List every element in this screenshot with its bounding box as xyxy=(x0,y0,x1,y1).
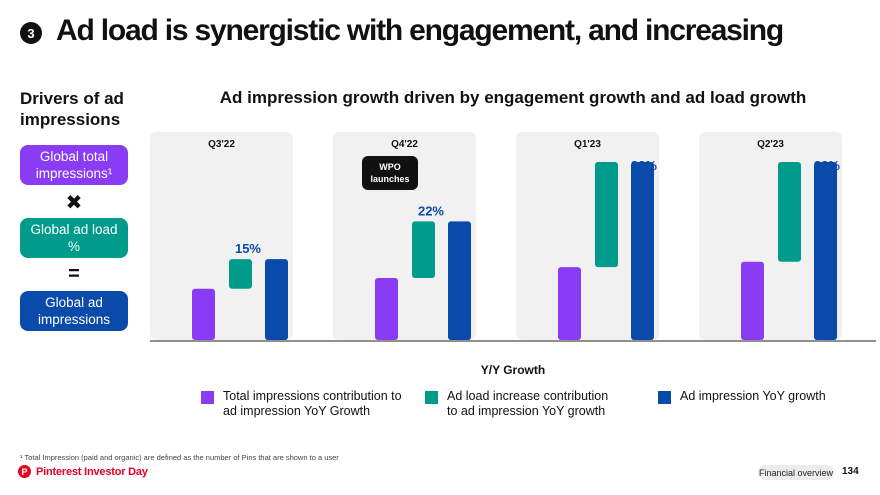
data-label: 22% xyxy=(418,203,444,218)
driver-ad-impressions-label: Global ad impressions xyxy=(37,295,111,327)
data-label: 15% xyxy=(235,241,261,256)
legend-text-line: Ad load increase contribution xyxy=(447,389,609,403)
section-number-badge: 3 xyxy=(20,22,42,44)
legend-swatch-teal xyxy=(425,391,438,404)
wpo-annotation-line: WPO xyxy=(379,162,401,172)
bar-total-impressions xyxy=(741,261,764,340)
bar-ad-load xyxy=(229,259,252,289)
chart-panel xyxy=(333,132,476,340)
category-label: Q1'23 xyxy=(574,139,601,150)
multiply-icon: ✖ xyxy=(65,192,83,214)
bar-ad-impression-growth xyxy=(265,259,288,340)
legend-text-line: to ad impression YoY growth xyxy=(447,404,606,418)
legend-text-line: ad impression YoY Growth xyxy=(223,404,371,418)
driver-ad-impressions: Global ad impressions xyxy=(20,291,128,331)
x-axis-label: Y/Y Growth xyxy=(480,363,546,377)
driver-ad-load: Global ad load % xyxy=(20,218,128,258)
bar-ad-impression-growth xyxy=(448,221,471,340)
legend-swatch-blue xyxy=(658,391,671,404)
bar-ad-impression-growth xyxy=(814,161,837,340)
drivers-heading: Drivers of ad impressions xyxy=(20,89,124,129)
wpo-annotation-line: launches xyxy=(370,174,409,184)
data-label: 33% xyxy=(631,158,657,173)
legend-item-total-impressions: Total impressions contribution to ad impr… xyxy=(201,389,421,419)
category-label: Q3'22 xyxy=(208,139,235,150)
bar-ad-impression-growth xyxy=(631,161,654,340)
bar-ad-load xyxy=(595,161,618,268)
legend-text-line: Ad impression YoY growth xyxy=(680,389,826,403)
wpo-annotation-box xyxy=(362,156,418,190)
chart-title: Ad impression growth driven by engagemen… xyxy=(219,88,807,107)
category-label: Q4'22 xyxy=(391,139,418,150)
bar-ad-load xyxy=(412,221,435,278)
legend-item-ad-load: Ad load increase contribution to ad impre… xyxy=(425,389,645,419)
bar-total-impressions xyxy=(375,277,398,340)
footer-section-pill: Financial overview xyxy=(758,465,834,480)
page-number: 134 xyxy=(842,466,859,477)
chart-panel xyxy=(150,132,293,340)
driver-total-impressions-label: Global total impressions¹ xyxy=(35,149,113,181)
category-label: Q2'23 xyxy=(757,139,784,150)
legend-item-ad-impression-growth: Ad impression YoY growth xyxy=(658,389,858,404)
legend-text-line: Total impressions contribution to xyxy=(223,389,402,403)
chart-panel xyxy=(699,132,842,340)
equals-icon: = xyxy=(68,263,80,285)
bar-ad-load xyxy=(778,161,801,262)
footer-brand: P Pinterest Investor Day xyxy=(18,465,148,478)
chart-panel xyxy=(516,132,659,340)
bar-total-impressions xyxy=(558,267,581,340)
page-title: Ad load is synergistic with engagement, … xyxy=(56,14,784,47)
driver-ad-load-label: Global ad load % xyxy=(30,222,118,254)
driver-total-impressions: Global total impressions¹ xyxy=(20,145,128,185)
brand-name: Pinterest Investor Day xyxy=(36,465,148,478)
data-label: 33% xyxy=(814,158,840,173)
pinterest-logo-icon: P xyxy=(18,465,31,478)
legend-swatch-purple xyxy=(201,391,214,404)
bar-total-impressions xyxy=(192,288,215,340)
footnote: ¹ Total Impression (paid and organic) ar… xyxy=(20,453,339,462)
